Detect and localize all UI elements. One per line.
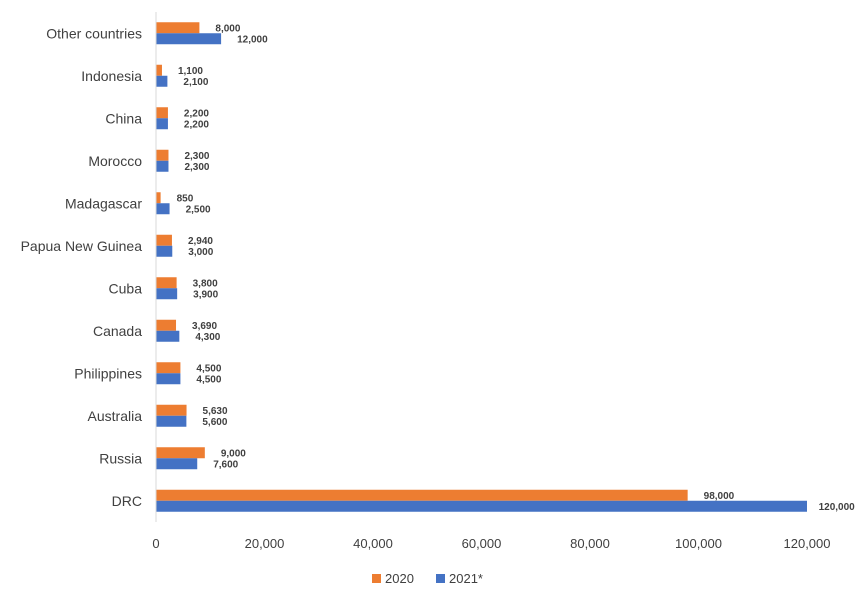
legend: 2020 2021* [372,571,483,586]
legend-label-2020: 2020 [385,571,414,586]
bar-2020-other-countries [156,22,200,34]
category-label-drc: DRC [112,493,142,509]
data-label-2020-other-countries: 8,000 [215,23,240,34]
data-label-2021-indonesia: 2,100 [183,77,208,88]
data-label-2020-cuba: 3,800 [193,278,218,289]
data-label-2021-other-countries: 12,000 [237,34,268,45]
category-label-canada: Canada [93,323,142,339]
bar-2020-canada [156,319,177,331]
bar-2021-australia [156,415,187,427]
x-tick-label-6: 120,000 [784,536,831,551]
category-label-madagascar: Madagascar [65,195,142,211]
x-tick-label-2: 40,000 [353,536,393,551]
data-label-2021-cuba: 3,900 [193,289,218,300]
bar-2021-china [156,118,168,130]
bar-2021-cuba [156,288,178,300]
bar-2021-drc [156,500,807,512]
bar-2020-drc [156,489,688,501]
data-label-2020-indonesia: 1,100 [178,66,203,77]
category-labels-group: Other countries Indonesia China Morocco Mada… [21,25,143,509]
data-label-2020-drc: 98,000 [704,491,735,502]
bar-2021-other-countries [156,33,222,45]
bar-2021-papua-new-guinea [156,245,173,257]
category-label-papua-new-guinea: Papua New Guinea [21,238,143,254]
legend-label-2021: 2021* [449,571,483,586]
bar-2021-indonesia [156,75,168,87]
x-tick-label-4: 80,000 [570,536,610,551]
x-tick-label-1: 20,000 [245,536,285,551]
data-label-2020-china: 2,200 [184,108,209,119]
data-label-2020-russia: 9,000 [221,448,246,459]
category-label-china: China [105,110,142,126]
data-label-2021-canada: 4,300 [195,332,220,343]
x-tick-label-0: 0 [152,536,159,551]
data-label-2021-morocco: 2,300 [184,162,209,173]
data-label-2020-morocco: 2,300 [184,151,209,162]
x-tick-label-3: 60,000 [462,536,502,551]
bar-2020-indonesia [156,64,162,76]
bar-2021-canada [156,330,180,342]
x-tick-label-5: 100,000 [675,536,722,551]
legend-swatch-2020 [372,574,381,583]
bar-2020-australia [156,404,187,416]
bar-2020-philippines [156,362,181,374]
data-label-2020-papua-new-guinea: 2,940 [188,236,213,247]
category-label-philippines: Philippines [74,365,142,381]
data-label-2021-australia: 5,600 [202,417,227,428]
bar-2021-madagascar [156,203,170,215]
data-label-2020-philippines: 4,500 [196,363,221,374]
category-label-cuba: Cuba [109,280,143,296]
bar-2020-cuba [156,277,177,289]
data-label-2020-madagascar: 850 [177,193,194,204]
category-label-russia: Russia [99,450,142,466]
data-label-2020-canada: 3,690 [192,321,217,332]
data-label-2021-madagascar: 2,500 [186,204,211,215]
bar-2020-russia [156,447,205,459]
category-label-other-countries: Other countries [46,25,142,41]
bar-2020-papua-new-guinea [156,234,172,246]
data-label-2021-papua-new-guinea: 3,000 [188,247,213,258]
x-axis-tick-labels: 0 20,000 40,000 60,000 80,000 100,000 120,000 [152,536,830,551]
category-label-australia: Australia [88,408,143,424]
category-label-indonesia: Indonesia [81,68,142,84]
bar-2020-madagascar [156,192,161,204]
category-label-morocco: Morocco [88,153,142,169]
bar-2021-morocco [156,160,169,172]
data-label-2021-drc: 120,000 [819,502,856,513]
data-label-2021-china: 2,200 [184,119,209,130]
bar-2020-china [156,107,168,119]
bars-group [156,22,807,512]
data-label-2020-australia: 5,630 [203,406,228,417]
data-label-2021-russia: 7,600 [213,459,238,470]
legend-swatch-2021 [436,574,445,583]
data-label-2021-philippines: 4,500 [196,374,221,385]
bar-2021-philippines [156,373,181,385]
bar-2021-russia [156,458,198,470]
bar-2020-morocco [156,149,169,161]
